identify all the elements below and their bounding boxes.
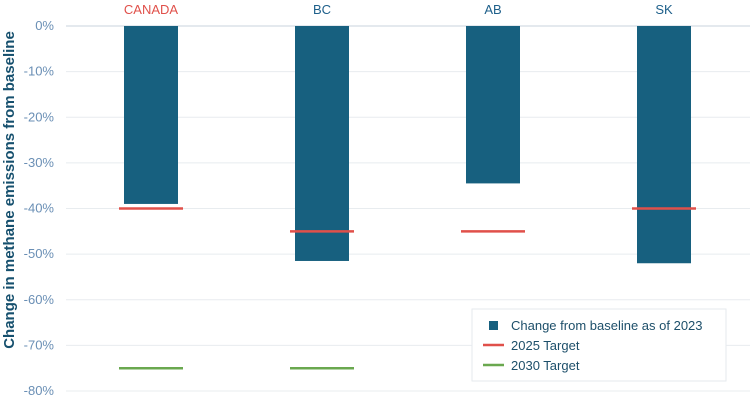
y-axis-ticks: 0% -10% -20% -30% -40% -50% -60% -70% -80% (24, 18, 55, 398)
bar-ab (466, 26, 520, 184)
y-tick-label: -30% (24, 155, 55, 170)
bar-canada (124, 26, 178, 204)
legend: Change from baseline as of 2023 2025 Targ… (471, 308, 727, 382)
y-tick-label: -10% (24, 64, 55, 79)
legend-entry-label: 2030 Target (511, 358, 580, 373)
bar-sk (637, 26, 691, 264)
category-label-sk: SK (655, 2, 673, 17)
legend-entry-label: 2025 Target (511, 338, 580, 353)
y-tick-label: -40% (24, 201, 55, 216)
legend-bar-swatch (489, 321, 498, 330)
category-label-canada: CANADA (124, 2, 179, 17)
category-label-bc: BC (313, 2, 331, 17)
y-tick-label: -80% (24, 383, 55, 398)
y-axis-title: Change in methane emissions from baselin… (1, 31, 18, 349)
y-tick-label: -60% (24, 292, 55, 307)
target-markers (119, 207, 696, 370)
bar-series (124, 26, 691, 264)
category-label-ab: AB (484, 2, 501, 17)
y-tick-label: -20% (24, 109, 55, 124)
legend-box (471, 308, 727, 382)
y-tick-label: -70% (24, 337, 55, 352)
y-tick-label: 0% (35, 18, 54, 33)
y-tick-label: -50% (24, 246, 55, 261)
legend-entry-label: Change from baseline as of 2023 (511, 318, 703, 333)
bar-bc (295, 26, 349, 261)
category-labels: CANADA BC AB SK (124, 2, 673, 17)
